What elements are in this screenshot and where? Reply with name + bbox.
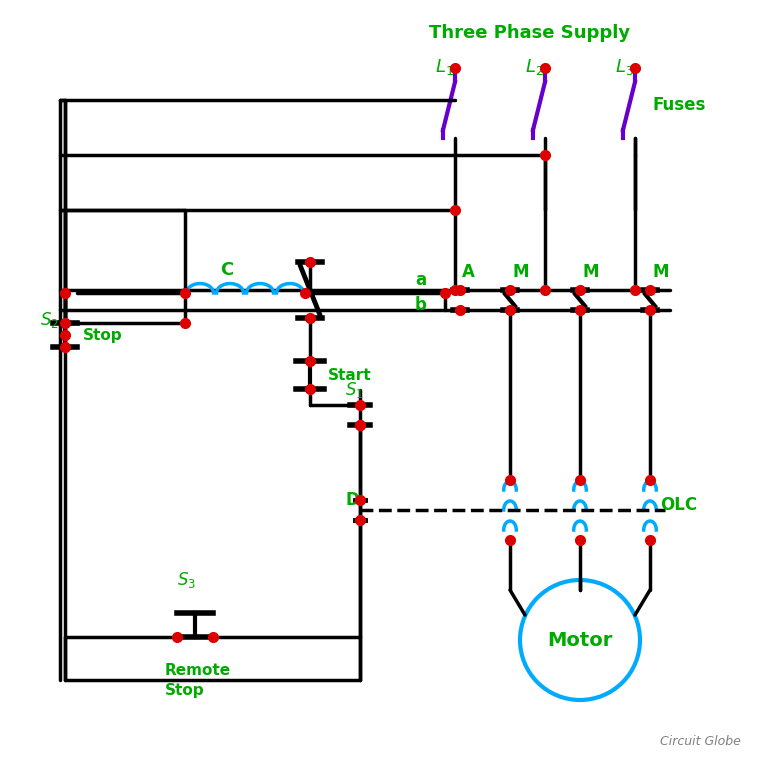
Text: $L_1$: $L_1$ <box>435 57 454 77</box>
Text: Start: Start <box>328 368 371 383</box>
Text: b: b <box>415 296 427 314</box>
Text: $S_2$: $S_2$ <box>40 310 59 330</box>
Text: Three Phase Supply: Three Phase Supply <box>430 24 631 42</box>
Text: $S_3$: $S_3$ <box>177 570 196 590</box>
Text: Motor: Motor <box>547 630 613 649</box>
Text: Stop: Stop <box>165 683 204 698</box>
Text: M: M <box>582 263 598 281</box>
Text: $L_3$: $L_3$ <box>615 57 634 77</box>
Text: A: A <box>462 263 475 281</box>
Text: M: M <box>652 263 668 281</box>
Text: $S_1$: $S_1$ <box>345 380 364 400</box>
Text: Remote: Remote <box>165 663 231 678</box>
Text: Circuit Globe: Circuit Globe <box>660 735 741 748</box>
Text: D: D <box>345 491 359 509</box>
Text: Stop: Stop <box>83 328 123 343</box>
Text: a: a <box>415 271 426 289</box>
Text: $L_2$: $L_2$ <box>525 57 544 77</box>
Text: C: C <box>220 261 233 279</box>
Text: M: M <box>512 263 528 281</box>
Text: Fuses: Fuses <box>653 96 706 114</box>
Text: OLC: OLC <box>660 496 697 514</box>
